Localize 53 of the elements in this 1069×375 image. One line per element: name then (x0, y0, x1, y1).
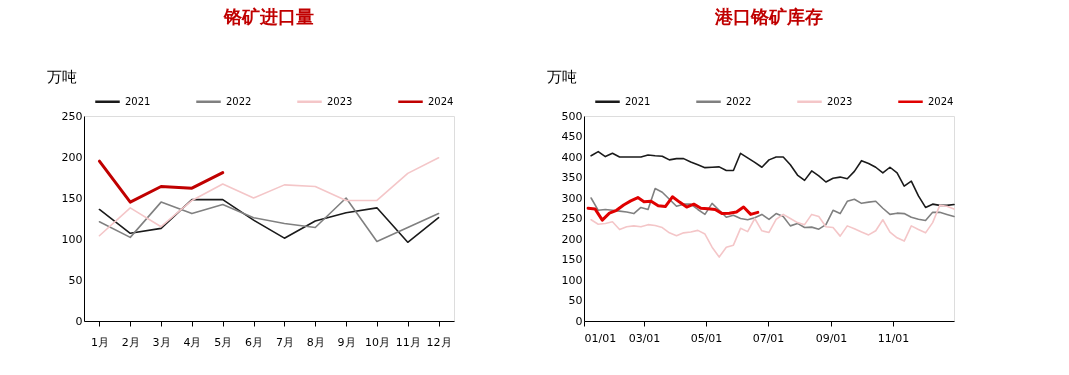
y-tick-label: 50 (68, 273, 83, 287)
x-tick-label: 6月 (245, 335, 264, 349)
legend-label: 2023 (327, 95, 353, 107)
legend-label: 2021 (125, 95, 151, 107)
line-series (586, 195, 760, 222)
x-tick-label: 5月 (214, 335, 233, 349)
y-tick-label: 50 (568, 294, 583, 307)
x-tick-label: 03/01 (628, 331, 661, 345)
x-tick-label: 11/01 (877, 331, 910, 345)
y-tick-label: 250 (61, 109, 83, 123)
x-tick-label: 12月 (426, 335, 452, 349)
y-tick-label: 400 (561, 150, 583, 164)
x-tick-label: 1月 (90, 335, 109, 349)
legend-label: 2024 (428, 95, 454, 107)
x-tick-label: 4月 (183, 335, 202, 349)
legend-label: 2021 (625, 95, 651, 107)
y-tick-label: 200 (561, 232, 583, 246)
line-series (590, 187, 955, 230)
y-tick-label: 100 (561, 273, 583, 287)
y-tick-label: 450 (561, 130, 583, 143)
x-tick-label: 01/01 (584, 331, 617, 345)
legend-label: 2023 (827, 95, 853, 107)
y-tick-label: 100 (61, 232, 83, 246)
x-tick-label: 05/01 (690, 331, 723, 345)
y-tick-label: 0 (575, 314, 583, 328)
line-series (97, 159, 225, 204)
x-tick-label: 3月 (152, 335, 171, 349)
line-series (590, 204, 955, 258)
y-tick-label: 200 (61, 150, 83, 164)
x-tick-label: 07/01 (752, 331, 785, 345)
x-tick-label: 7月 (275, 335, 294, 349)
y-axis-title: 万吨 (46, 67, 77, 86)
legend-label: 2022 (226, 95, 252, 107)
x-tick-label: 11月 (395, 335, 421, 349)
chart-title: 铬矿进口量 (223, 6, 314, 27)
x-tick-label: 2月 (121, 335, 140, 349)
x-tick-label: 09/01 (815, 331, 848, 345)
y-tick-label: 0 (75, 314, 83, 328)
y-tick-label: 300 (561, 191, 583, 205)
x-tick-label: 10月 (364, 335, 390, 349)
y-tick-label: 350 (561, 171, 583, 184)
y-tick-label: 150 (61, 191, 83, 205)
legend-label: 2022 (726, 95, 752, 107)
y-tick-label: 150 (561, 253, 583, 266)
y-tick-label: 250 (561, 212, 583, 225)
x-tick-label: 9月 (337, 335, 356, 349)
line-series (98, 157, 440, 237)
y-tick-label: 500 (561, 109, 583, 123)
chart-title: 港口铬矿库存 (714, 6, 823, 27)
x-tick-label: 8月 (306, 335, 325, 349)
line-series (590, 150, 955, 209)
legend-label: 2024 (928, 95, 954, 107)
y-axis-title: 万吨 (546, 67, 577, 86)
